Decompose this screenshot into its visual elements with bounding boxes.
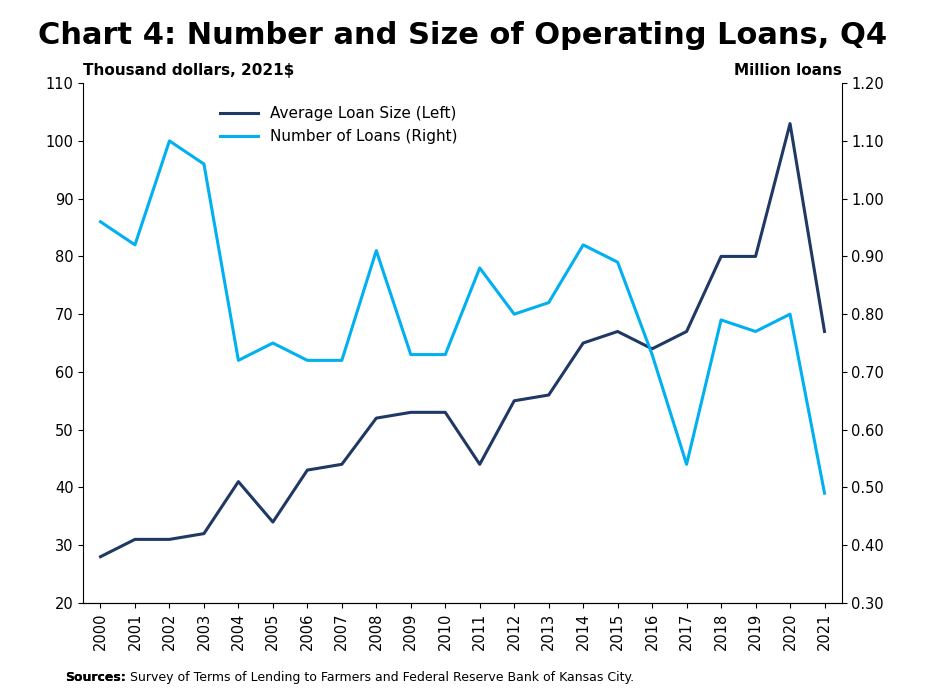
Text: Sources: Survey of Terms of Lending to Farmers and Federal Reserve Bank of Kansa: Sources: Survey of Terms of Lending to F… [65, 671, 627, 684]
Text: Million loans: Million loans [734, 63, 842, 78]
Number of Loans (Right) [750, 327, 761, 335]
Average Loan Size (Left) [612, 327, 623, 335]
Number of Loans (Right) [543, 299, 554, 307]
Number of Loans (Right) [233, 356, 244, 365]
Number of Loans (Right) [439, 351, 450, 359]
Average Loan Size (Left) [543, 391, 554, 399]
Average Loan Size (Left) [164, 535, 175, 543]
Average Loan Size (Left) [750, 252, 761, 261]
Average Loan Size (Left) [130, 535, 141, 543]
Number of Loans (Right) [647, 351, 658, 359]
Number of Loans (Right) [784, 310, 796, 318]
Text: Sources:: Sources: [65, 671, 126, 684]
Line: Number of Loans (Right): Number of Loans (Right) [101, 141, 824, 493]
Average Loan Size (Left) [233, 477, 244, 486]
Number of Loans (Right) [475, 264, 486, 272]
Number of Loans (Right) [405, 351, 416, 359]
Text: Sources:: Sources: [65, 671, 126, 684]
Number of Loans (Right) [716, 316, 727, 324]
Number of Loans (Right) [130, 240, 141, 249]
Average Loan Size (Left) [302, 466, 313, 474]
Average Loan Size (Left) [784, 119, 796, 128]
Number of Loans (Right) [819, 489, 830, 498]
Number of Loans (Right) [371, 247, 382, 255]
Average Loan Size (Left) [509, 396, 520, 405]
Average Loan Size (Left) [577, 339, 588, 347]
Number of Loans (Right) [198, 160, 209, 168]
Legend: Average Loan Size (Left), Number of Loans (Right): Average Loan Size (Left), Number of Loan… [220, 107, 458, 144]
Number of Loans (Right) [95, 218, 106, 226]
Average Loan Size (Left) [819, 327, 830, 335]
Average Loan Size (Left) [439, 408, 450, 416]
Average Loan Size (Left) [716, 252, 727, 261]
Average Loan Size (Left) [405, 408, 416, 416]
Text: Survey of Terms of Lending to Farmers and Federal Reserve Bank of Kansas City.: Survey of Terms of Lending to Farmers an… [126, 671, 634, 684]
Number of Loans (Right) [164, 137, 175, 145]
Number of Loans (Right) [577, 240, 588, 249]
Average Loan Size (Left) [198, 529, 209, 538]
Average Loan Size (Left) [267, 518, 278, 526]
Number of Loans (Right) [302, 356, 313, 365]
Number of Loans (Right) [612, 258, 623, 266]
Average Loan Size (Left) [681, 327, 692, 335]
Line: Average Loan Size (Left): Average Loan Size (Left) [101, 123, 824, 556]
Number of Loans (Right) [267, 339, 278, 347]
Average Loan Size (Left) [95, 552, 106, 561]
Number of Loans (Right) [509, 310, 520, 318]
Average Loan Size (Left) [475, 460, 486, 468]
Number of Loans (Right) [337, 356, 348, 365]
Average Loan Size (Left) [371, 414, 382, 422]
Text: Chart 4: Number and Size of Operating Loans, Q4: Chart 4: Number and Size of Operating Lo… [38, 21, 887, 50]
Text: Thousand dollars, 2021$: Thousand dollars, 2021$ [83, 63, 294, 78]
Number of Loans (Right) [681, 460, 692, 468]
Average Loan Size (Left) [647, 344, 658, 353]
Average Loan Size (Left) [337, 460, 348, 468]
